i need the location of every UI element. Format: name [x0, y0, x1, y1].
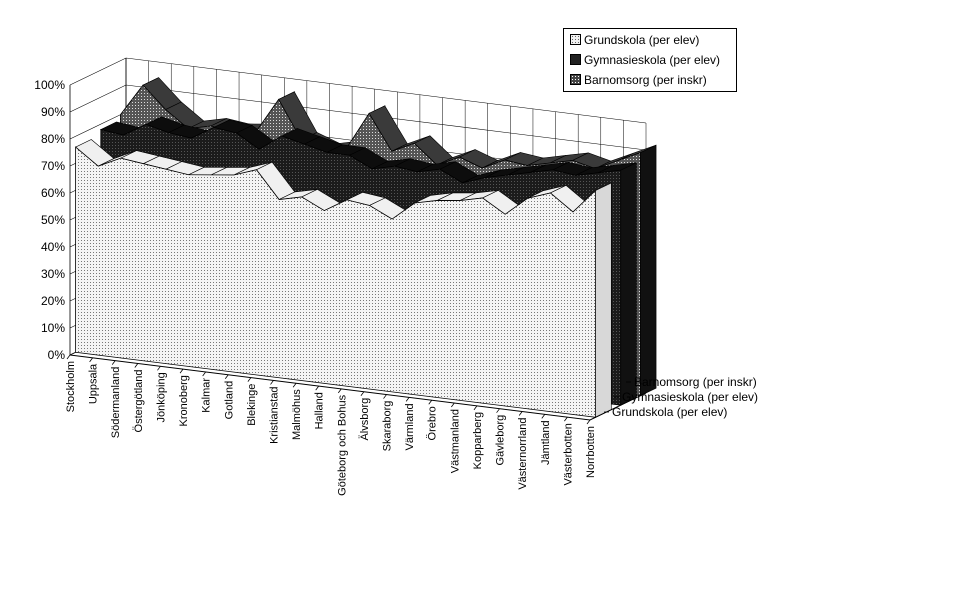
x-tick-label: Älvsborg: [359, 398, 371, 441]
y-tick-label: 20%: [41, 294, 65, 308]
x-tick: [111, 360, 116, 365]
legend-swatch-grundskola: [570, 34, 581, 45]
legend-label-barnomsorg: Barnomsorg (per inskr): [584, 73, 707, 87]
x-tick-label: Stockholm: [65, 361, 77, 412]
y-tick-label: 30%: [41, 267, 65, 281]
x-tick-label: Västernorrland: [517, 418, 529, 490]
area-front: [75, 146, 596, 418]
x-tick-label: Göteborg och Bohus: [336, 394, 348, 495]
x-tick: [337, 388, 342, 394]
x-tick: [179, 368, 184, 374]
y-tick-label: 70%: [41, 159, 65, 173]
x-tick-label: Blekinge: [246, 384, 258, 426]
x-tick-label: Örebro: [427, 406, 439, 440]
legend-swatch-barnomsorg: [570, 74, 581, 85]
x-tick: [202, 371, 206, 377]
legend-swatch-gymnasieskola: [570, 54, 581, 65]
x-tick: [541, 414, 546, 419]
y-tick-label: 40%: [41, 240, 65, 254]
depth-label: Grundskola (per elev): [612, 405, 727, 419]
x-tick-label: Västmanland: [449, 409, 461, 473]
depth-label: Barnomsorg (per inskr): [634, 375, 757, 389]
area-side: [640, 144, 657, 397]
x-tick-label: Värmland: [404, 403, 416, 450]
legend-label-gymnasieskola: Gymnasieskola (per elev): [584, 53, 721, 67]
x-tick-label: Västerbotten: [562, 423, 574, 485]
x-tick-label: Östergötland: [133, 369, 145, 432]
x-tick-label: Kopparberg: [472, 412, 484, 470]
legend-item-gymnasieskola: Gymnasieskola (per elev): [570, 52, 720, 68]
legend-item-barnomsorg: Barnomsorg (per inskr): [570, 72, 707, 88]
x-axis: Stockholm Uppsala Södermanland Östergötland…: [65, 354, 647, 496]
y-tick-label: 90%: [41, 105, 65, 119]
legend-item-grundskola: Grundskola (per elev): [570, 32, 699, 48]
x-tick: [405, 397, 410, 402]
x-tick: [315, 385, 320, 391]
x-tick-label: Norrbotten: [585, 426, 597, 478]
x-tick-label: Gävleborg: [495, 415, 507, 466]
x-tick: [292, 383, 297, 388]
x-tick: [134, 363, 139, 368]
x-tick-label: Skaraborg: [382, 401, 394, 452]
x-tick-label: Kronoberg: [178, 375, 190, 426]
depth-label: Gymnasieskola (per elev): [622, 390, 758, 404]
y-tick-label: 10%: [41, 321, 65, 335]
x-tick-label: Jämtland: [540, 420, 552, 465]
legend: Grundskola (per elev) Gymnasieskola (per…: [563, 28, 737, 92]
x-tick: [247, 377, 252, 382]
x-tick-label: Gotland: [223, 381, 235, 420]
legend-label-grundskola: Grundskola (per elev): [584, 33, 700, 47]
y-tick-label: 0%: [48, 348, 66, 362]
y-tick-label: 100%: [34, 78, 65, 92]
series-layer: [75, 77, 657, 418]
area-side: [620, 162, 637, 406]
y-axis: 0% 10% 20% 30% 40% 50% 60% 70% 80% 90% 100%: [34, 78, 65, 362]
x-tick: [360, 391, 365, 396]
x-tick: [89, 357, 93, 363]
x-tick: [383, 394, 387, 399]
x-tick-label: Malmöhus: [291, 389, 303, 440]
x-tick: [451, 402, 455, 408]
x-tick: [496, 408, 500, 413]
x-tick-label: Halland: [314, 392, 326, 429]
x-tick: [518, 411, 523, 416]
x-tick: [428, 399, 433, 405]
y-tick-label: 60%: [41, 186, 65, 200]
x-tick: [564, 416, 568, 422]
area-side: [595, 182, 612, 418]
series-grundskola: [75, 139, 612, 418]
x-tick-label: Kristianstad: [268, 386, 280, 443]
x-tick: [473, 405, 478, 411]
x-tick-label: Kalmar: [201, 378, 213, 413]
x-tick-label: Uppsala: [88, 363, 100, 404]
x-tick: [270, 380, 274, 385]
y-tick-label: 50%: [41, 213, 65, 227]
x-tick-label: Jönköping: [155, 372, 167, 422]
x-tick: [586, 419, 591, 425]
x-tick-label: Södermanland: [110, 367, 122, 439]
y-tick-label: 80%: [41, 132, 65, 146]
x-tick: [157, 366, 161, 371]
x-tick: [224, 374, 229, 380]
x-tick: [66, 354, 71, 360]
depth-axis: Barnomsorg (per inskr)Gymnasieskola (per…: [604, 375, 758, 419]
